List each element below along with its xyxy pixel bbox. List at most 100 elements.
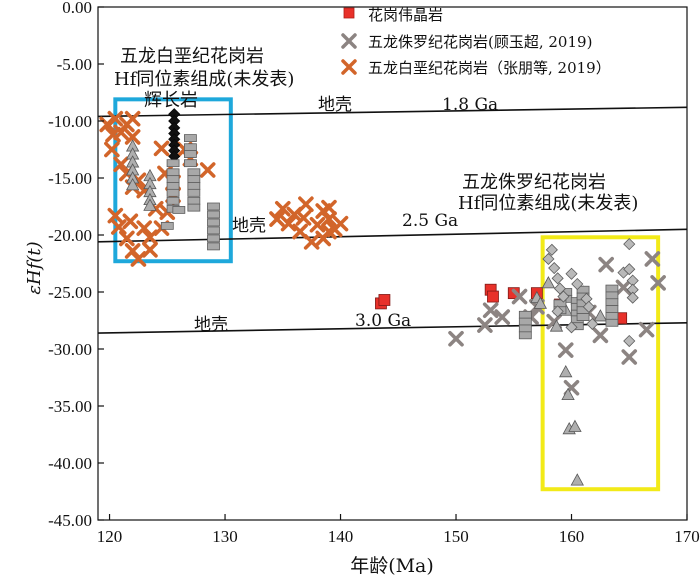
point-square-5: [160, 221, 174, 230]
y-axis-label: εHf(t): [24, 241, 45, 294]
point-x-2: [122, 213, 139, 230]
crust-line-3-label: 地壳: [194, 315, 228, 335]
point-square-5: [166, 175, 180, 184]
y-tick-label: -25.00: [48, 283, 92, 302]
point-x-2: [105, 126, 121, 143]
point-square-5: [187, 182, 201, 190]
point-diamond-6: [551, 272, 564, 285]
jurassic-annotation-line2: Hf同位素组成(未发表): [458, 193, 638, 214]
point-diamond-6: [565, 321, 578, 334]
legend-orange-x-marker: [341, 59, 357, 75]
point-square-5: [605, 312, 619, 320]
crust-line-2-label: 地壳: [232, 216, 266, 236]
legend-label-jurassic: 五龙侏罗纪花岗岩(顾玉超, 2019): [368, 33, 592, 51]
axes: 0.00 -5.00 -10.00 -15.00 -20.00 -25.00 -30.00 -…: [48, 0, 700, 546]
point-square-5: [166, 188, 180, 197]
point-triangle-4: [125, 178, 140, 191]
point-square-5: [172, 206, 186, 214]
point-x-2: [136, 220, 152, 236]
point-x-2: [110, 219, 127, 235]
y-tick-label: 0.00: [62, 0, 92, 17]
point-x-1: [557, 342, 574, 358]
point-square-5: [207, 210, 220, 219]
point-square-5: [166, 182, 180, 190]
point-triangle-4: [541, 276, 556, 289]
data-points: [99, 108, 666, 486]
point-square-0: [487, 290, 499, 303]
jurassic-box: [540, 235, 661, 492]
point-diamond-6: [542, 252, 555, 266]
point-x-1: [598, 256, 614, 273]
point-square-5: [166, 196, 180, 205]
crust-line-2-age: 2.5 Ga: [402, 211, 458, 231]
point-x-2: [280, 215, 297, 232]
crust-line-2: [97, 228, 688, 243]
point-square-5: [518, 331, 532, 340]
point-x-2: [124, 110, 141, 127]
point-diamond-6: [551, 305, 564, 318]
point-x-2: [269, 211, 285, 227]
point-square-5: [166, 159, 180, 168]
point-x-2: [303, 234, 320, 250]
point-triangle-4: [561, 387, 575, 400]
legend-gray-x-marker: [341, 33, 357, 49]
cretaceous-annotation-line2: Hf同位素组成(未发表): [114, 69, 294, 90]
point-square-5: [187, 196, 201, 205]
point-x-1: [592, 327, 609, 344]
crust-line-1-age: 1.8 Ga: [442, 95, 498, 115]
point-square-5: [166, 168, 180, 177]
point-square-5: [576, 313, 590, 321]
y-tick-label: -5.00: [57, 55, 92, 74]
cretaceous-annotation-line1: 五龙白垩纪花岗岩: [120, 46, 264, 67]
point-square-5: [605, 298, 619, 307]
point-diamond-6: [545, 243, 558, 256]
point-x-2: [309, 216, 326, 233]
legend-label-pegmatite: 花岗伟晶岩: [368, 6, 443, 24]
point-diamond-6: [623, 263, 636, 276]
point-x-2: [124, 129, 141, 145]
point-x-1: [482, 302, 499, 319]
point-square-5: [605, 291, 619, 300]
point-x-1: [511, 288, 528, 305]
point-diamond-6: [557, 290, 570, 303]
point-x-2: [119, 230, 135, 247]
point-diamond-6: [623, 334, 636, 348]
gabbro-annotation: 辉长岩: [144, 90, 198, 111]
y-tick-label: -15.00: [48, 169, 92, 188]
point-x-2: [332, 215, 349, 232]
y-tick-label: -20.00: [48, 226, 92, 245]
point-square-5: [187, 175, 201, 184]
point-diamond-6: [586, 317, 599, 330]
legend: 花岗伟晶岩 五龙侏罗纪花岗岩(顾玉超, 2019) 五龙白垩纪花岗岩（张朋等, …: [341, 6, 611, 77]
y-tick-label: -40.00: [48, 454, 92, 473]
crust-line-1-label: 地壳: [318, 95, 352, 115]
point-x-2: [107, 110, 124, 127]
x-tick-label: 160: [559, 527, 585, 546]
crust-line-3-age: 3.0 Ga: [355, 311, 411, 331]
point-square-5: [518, 324, 532, 333]
y-tick-label: -30.00: [48, 340, 92, 359]
point-x-2: [321, 211, 337, 227]
point-triangle-4: [570, 473, 584, 486]
point-diamond-6: [571, 277, 584, 291]
point-x-1: [448, 330, 464, 347]
point-square-5: [207, 234, 220, 243]
point-x-1: [621, 349, 638, 365]
point-square-5: [518, 317, 532, 326]
point-triangle-4: [593, 309, 608, 322]
legend-label-cretaceous: 五龙白垩纪花岗岩（张朋等, 2019）: [368, 59, 611, 77]
point-diamond-6: [623, 238, 636, 251]
x-tick-label: 170: [674, 527, 700, 546]
point-x-2: [142, 242, 158, 258]
point-diamond-6: [565, 267, 578, 280]
point-square-5: [207, 202, 220, 211]
point-triangle-4: [568, 419, 582, 432]
x-tick-label: 150: [443, 527, 469, 546]
point-square-5: [207, 226, 220, 235]
point-square-5: [187, 168, 201, 177]
point-x-1: [477, 317, 493, 333]
point-triangle-4: [143, 198, 157, 211]
legend-square-marker: [343, 7, 355, 19]
point-triangle-4: [549, 319, 564, 332]
